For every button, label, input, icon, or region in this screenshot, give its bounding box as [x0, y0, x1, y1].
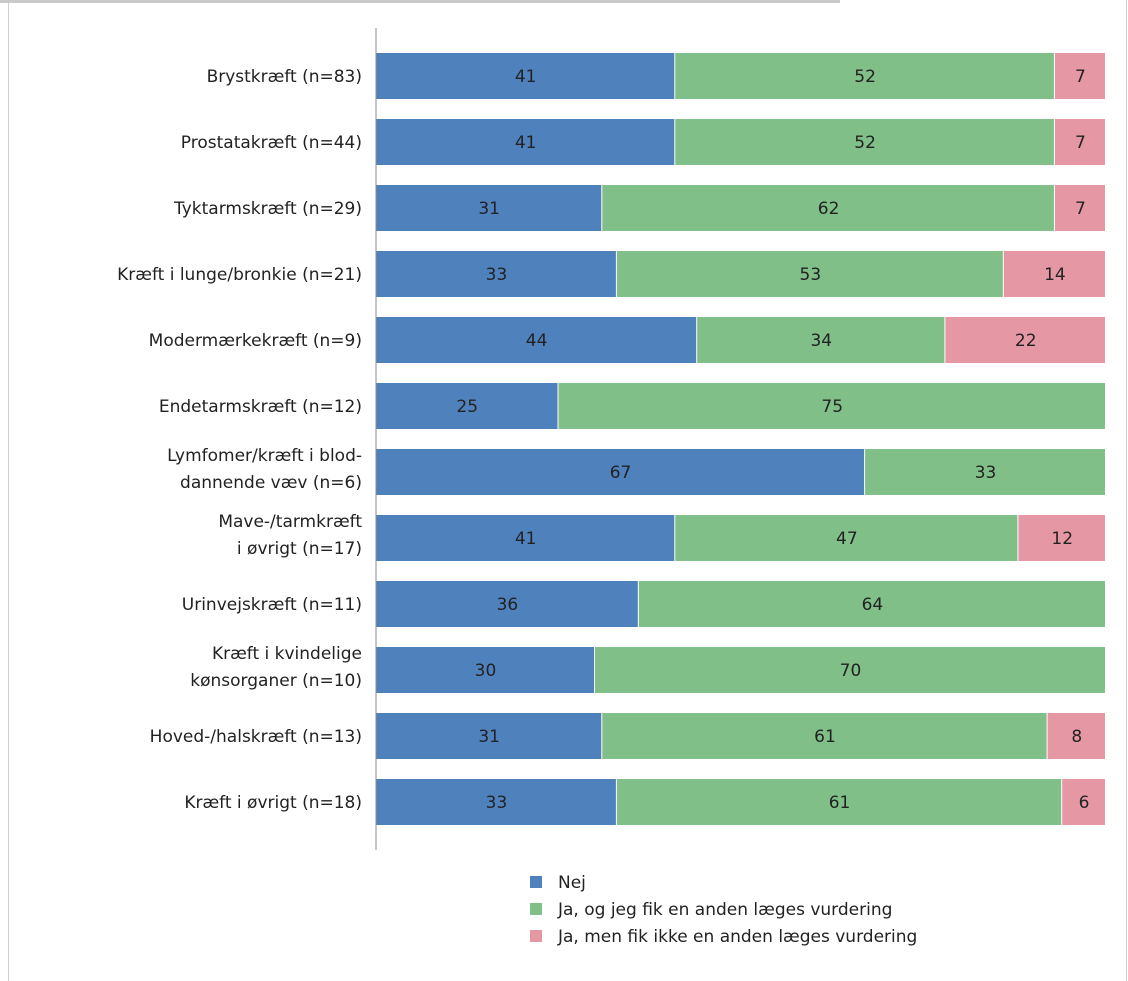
- data-label: 30: [475, 661, 497, 681]
- data-label: 47: [836, 529, 858, 549]
- bar-segment-ja-men-fik-ikke-en-anden-læges-vurdering: [1054, 185, 1105, 231]
- bar-segment-nej: [376, 647, 594, 693]
- bar-segment-ja-og-jeg-fik-en-anden-læges-vurdering: [616, 251, 1003, 297]
- category-label: Kræft i lunge/bronkie (n=21): [117, 265, 362, 285]
- data-label: 12: [1051, 529, 1073, 549]
- bar-segment-nej: [376, 251, 616, 297]
- bar-segment-ja-og-jeg-fik-en-anden-læges-vurdering: [675, 515, 1018, 561]
- category-labels: Brystkræft (n=83) Prostatakræft (n=44) Tyk…: [117, 67, 362, 813]
- bar-segment-ja-og-jeg-fik-en-anden-læges-vurdering: [595, 647, 1105, 693]
- data-label: 61: [829, 793, 851, 813]
- category-label: Mave-/tarmkræft i øvrigt (n=17): [218, 512, 362, 559]
- data-label: 31: [478, 727, 500, 747]
- data-label: 61: [814, 727, 836, 747]
- data-label: 7: [1075, 199, 1086, 219]
- data-label: 31: [478, 199, 500, 219]
- bar-segment-nej: [376, 185, 602, 231]
- bar-segment-nej: [376, 779, 616, 825]
- data-label: 33: [975, 463, 997, 483]
- category-label: Endetarmskræft (n=12): [159, 397, 362, 417]
- category-label: Tyktarmskræft (n=29): [173, 199, 362, 219]
- bar-segment-ja-og-jeg-fik-en-anden-læges-vurdering: [602, 185, 1054, 231]
- data-label: 67: [610, 463, 632, 483]
- data-label: 70: [840, 661, 862, 681]
- data-label: 25: [456, 397, 478, 417]
- legend-label: Ja, og jeg fik en anden læges vurdering: [557, 900, 892, 920]
- data-label: 52: [854, 67, 876, 87]
- bar-segment-ja-men-fik-ikke-en-anden-læges-vurdering: [1054, 119, 1105, 165]
- legend-label: Nej: [558, 873, 586, 893]
- category-label: Modermærkekræft (n=9): [149, 331, 362, 351]
- data-label: 8: [1071, 727, 1082, 747]
- data-label: 33: [486, 265, 508, 285]
- data-label: 64: [862, 595, 884, 615]
- bar-segment-nej: [376, 317, 697, 363]
- chart-frame: [8, 0, 1127, 981]
- legend-swatch-nej: [530, 876, 542, 888]
- bar-segment-ja-men-fik-ikke-en-anden-læges-vurdering: [1047, 713, 1105, 759]
- category-label: Hoved-/halskræft (n=13): [150, 727, 362, 747]
- data-label: 53: [800, 265, 822, 285]
- data-label: 41: [515, 67, 537, 87]
- data-label: 75: [821, 397, 843, 417]
- bar-segment-ja-og-jeg-fik-en-anden-læges-vurdering: [865, 449, 1105, 495]
- bars-group: 41 52 7 41 52 7 31 62 7 33 53 14 44 34 22 25 75 67 33 41 47 1…: [376, 53, 1105, 825]
- category-label: Brystkræft (n=83): [207, 67, 362, 87]
- bar-segment-ja-og-jeg-fik-en-anden-læges-vurdering: [638, 581, 1105, 627]
- legend-label: Ja, men fik ikke en anden læges vurderin…: [557, 927, 917, 947]
- bar-segment-nej: [376, 449, 865, 495]
- category-label: Urinvejskræft (n=11): [182, 595, 362, 615]
- bar-segment-nej: [376, 119, 675, 165]
- category-label: Prostatakræft (n=44): [181, 133, 362, 153]
- category-label: Lymfomer/kræft i blod-dannende væv (n=6): [167, 446, 362, 493]
- bar-segment-nej: [376, 383, 558, 429]
- bar-segment-ja-men-fik-ikke-en-anden-læges-vurdering: [1054, 53, 1105, 99]
- legend-swatch-ja-og-jeg-fik-en-anden-læges-vurdering: [530, 903, 542, 915]
- legend-swatch-ja-men-fik-ikke-en-anden-læges-vurdering: [530, 930, 542, 942]
- bar-segment-nej: [376, 713, 602, 759]
- data-label: 7: [1075, 67, 1086, 87]
- data-label: 7: [1075, 133, 1086, 153]
- bar-segment-ja-og-jeg-fik-en-anden-læges-vurdering: [675, 119, 1054, 165]
- bar-segment-ja-og-jeg-fik-en-anden-læges-vurdering: [616, 779, 1062, 825]
- bar-segment-nej: [376, 515, 675, 561]
- category-label: Kræft i øvrigt (n=18): [184, 793, 362, 813]
- data-label: 33: [486, 793, 508, 813]
- data-label: 41: [515, 133, 537, 153]
- legend: Nej Ja, og jeg fik en anden læges vurderi…: [530, 873, 917, 947]
- bar-segment-ja-men-fik-ikke-en-anden-læges-vurdering: [1018, 515, 1105, 561]
- bar-segment-ja-men-fik-ikke-en-anden-læges-vurdering: [1062, 779, 1105, 825]
- data-label: 62: [818, 199, 840, 219]
- bar-segment-nej: [376, 581, 638, 627]
- caption-rule: [0, 0, 840, 3]
- data-label: 14: [1044, 265, 1066, 285]
- bar-segment-ja-men-fik-ikke-en-anden-læges-vurdering: [1003, 251, 1105, 297]
- category-label: Kræft i kvindelige kønsorganer (n=10): [190, 644, 362, 691]
- data-label: 36: [497, 595, 519, 615]
- bar-segment-ja-og-jeg-fik-en-anden-læges-vurdering: [675, 53, 1054, 99]
- bar-segment-ja-og-jeg-fik-en-anden-læges-vurdering: [602, 713, 1047, 759]
- bar-segment-nej: [376, 53, 675, 99]
- data-label: 44: [526, 331, 548, 351]
- bar-segment-ja-og-jeg-fik-en-anden-læges-vurdering: [697, 317, 945, 363]
- data-label: 41: [515, 529, 537, 549]
- data-label: 52: [854, 133, 876, 153]
- bar-segment-ja-og-jeg-fik-en-anden-læges-vurdering: [558, 383, 1105, 429]
- bar-segment-ja-men-fik-ikke-en-anden-læges-vurdering: [945, 317, 1105, 363]
- data-label: 6: [1079, 793, 1090, 813]
- data-label: 22: [1015, 331, 1037, 351]
- data-label: 34: [810, 331, 832, 351]
